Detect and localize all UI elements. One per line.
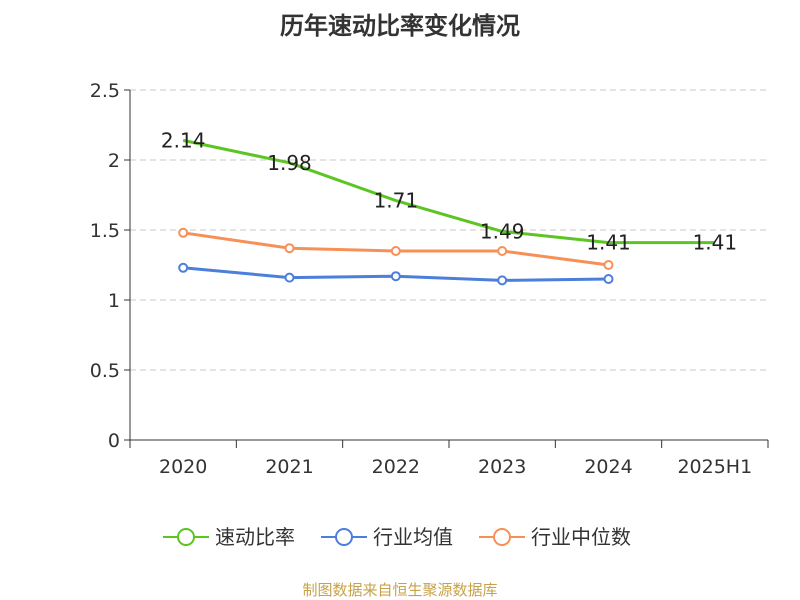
source-note: 制图数据来自恒生聚源数据库 <box>302 581 498 599</box>
x-tick-label: 2023 <box>478 456 526 478</box>
data-point <box>390 246 401 256</box>
data-point <box>603 274 614 284</box>
legend-label: 速动比率 <box>215 525 295 549</box>
series-line <box>182 138 715 245</box>
y-tick-label: 0.5 <box>90 360 120 382</box>
data-label: 1.49 <box>480 219 525 243</box>
legend-marker <box>493 528 511 546</box>
data-point <box>178 227 189 238</box>
data-label: 2.14 <box>161 128 206 152</box>
x-tick-label: 2025H1 <box>677 456 752 478</box>
y-tick-label: 2 <box>108 150 120 172</box>
data-point <box>603 260 614 270</box>
x-tick-label: 2024 <box>584 456 632 478</box>
data-label: 1.71 <box>374 189 419 213</box>
y-tick-label: 2.5 <box>90 80 120 102</box>
data-point <box>178 262 189 273</box>
data-label: 1.41 <box>693 231 738 255</box>
data-point <box>390 271 401 282</box>
data-label: 1.98 <box>267 151 312 175</box>
data-point <box>284 243 295 254</box>
legend-label: 行业均值 <box>373 525 453 549</box>
y-tick-label: 1.5 <box>90 220 120 242</box>
legend-marker <box>335 528 353 546</box>
legend-label: 行业中位数 <box>531 525 631 549</box>
chart-title: 历年速动比率变化情况 <box>280 12 520 40</box>
y-tick-label: 1 <box>108 290 120 312</box>
legend-marker <box>177 528 195 546</box>
data-point <box>497 246 508 256</box>
x-tick-label: 2020 <box>159 456 207 478</box>
y-tick-label: 0 <box>108 430 120 452</box>
data-point <box>284 272 295 283</box>
x-tick-label: 2021 <box>265 456 313 478</box>
x-tick-label: 2022 <box>372 456 420 478</box>
data-label: 1.41 <box>586 231 631 255</box>
data-point <box>497 275 508 286</box>
